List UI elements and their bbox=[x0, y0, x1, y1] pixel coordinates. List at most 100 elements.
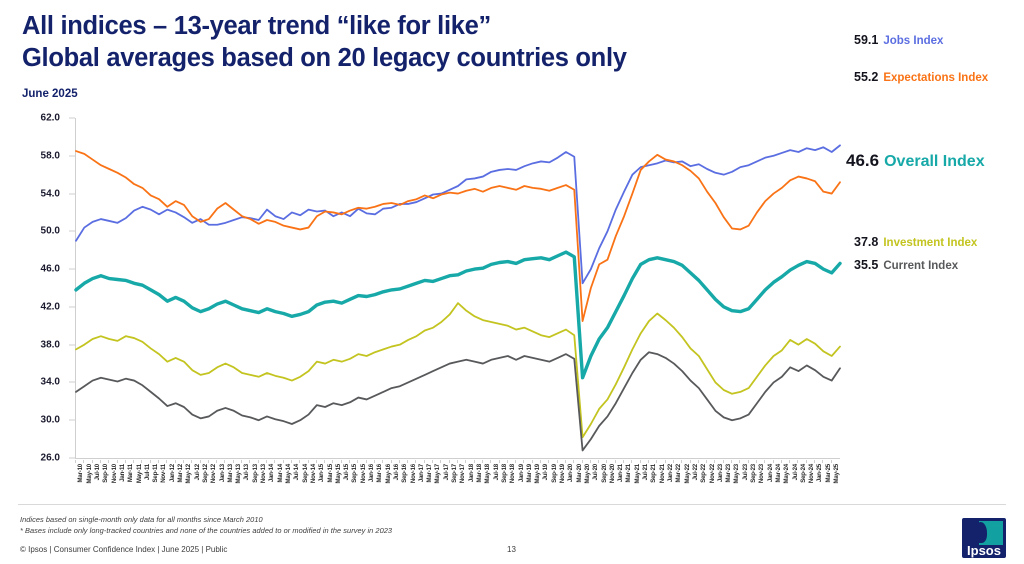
x-axis-tick bbox=[415, 460, 417, 463]
x-axis-tick-label: Nov-13 bbox=[260, 464, 268, 484]
logo-figure-accent bbox=[987, 524, 996, 541]
x-axis-tick-label: Sep-15 bbox=[351, 464, 359, 483]
x-axis-tick bbox=[357, 460, 359, 463]
x-axis-tick bbox=[448, 460, 450, 463]
x-axis-tick-label: Jul-19 bbox=[542, 464, 550, 481]
x-axis-tick bbox=[407, 460, 409, 463]
x-axis-tick bbox=[274, 460, 276, 463]
x-axis-tick-label: May-21 bbox=[633, 464, 641, 484]
x-axis-tick-label: Jan-13 bbox=[218, 464, 226, 483]
x-axis-tick-label: Mar-24 bbox=[774, 464, 782, 483]
x-axis-tick bbox=[648, 460, 649, 463]
series-line-overall-index bbox=[74, 250, 842, 380]
x-axis-tick-label: Sep-13 bbox=[251, 464, 259, 483]
x-axis-tick-label: Sep-12 bbox=[201, 464, 209, 483]
x-axis-tick bbox=[722, 460, 724, 463]
x-axis-tick bbox=[249, 460, 251, 463]
series-line-investment-index bbox=[75, 302, 841, 439]
x-axis-tick bbox=[290, 460, 292, 463]
x-axis-tick bbox=[515, 460, 517, 463]
x-axis-tick-label: Sep-22 bbox=[700, 464, 708, 483]
x-axis-tick bbox=[656, 460, 658, 463]
x-axis-tick-label: Sep-14 bbox=[301, 464, 309, 483]
x-axis-tick-label: Nov-11 bbox=[160, 464, 168, 483]
y-axis-tick-label: 34.0 bbox=[40, 376, 60, 388]
x-axis-tick-label: May-18 bbox=[484, 464, 492, 484]
x-axis-tick bbox=[307, 460, 309, 463]
x-axis-tick-label: Mar-16 bbox=[376, 464, 384, 483]
x-axis-tick bbox=[108, 460, 110, 463]
x-axis-tick bbox=[731, 460, 733, 463]
x-axis-line bbox=[75, 458, 840, 459]
page-title: All indices – 13-year trend “like for li… bbox=[22, 10, 922, 74]
x-axis-tick bbox=[780, 460, 782, 463]
x-axis-tick-label: May-14 bbox=[285, 464, 292, 484]
x-axis-tick bbox=[631, 460, 633, 463]
chart-series-svg bbox=[74, 144, 842, 452]
x-axis-tick-label: Sep-23 bbox=[750, 464, 758, 483]
y-axis-tick-label: 38.0 bbox=[40, 339, 60, 351]
x-axis-tick-label: Jan-19 bbox=[517, 464, 525, 483]
logo-wordmark: Ipsos bbox=[967, 543, 1001, 558]
legend-item-jobs-index: 59.1 Jobs Index bbox=[854, 33, 943, 47]
legend-item-expectations-index: 55.2 Expectations Index bbox=[854, 70, 988, 84]
x-axis-tick-label: Sep-20 bbox=[600, 464, 608, 483]
x-axis-tick bbox=[365, 460, 367, 463]
x-axis-tick-label: May-12 bbox=[185, 464, 193, 484]
x-axis-tick bbox=[133, 460, 135, 463]
x-axis-tick-label: May-23 bbox=[733, 464, 741, 484]
y-axis-tick bbox=[69, 381, 75, 383]
x-axis-tick-label: Jan-17 bbox=[417, 464, 425, 483]
x-axis-tick-label: Jul-22 bbox=[691, 464, 699, 481]
x-axis-tick-label: May-10 bbox=[85, 464, 93, 484]
x-axis-tick-label: Nov-24 bbox=[808, 464, 816, 484]
x-axis-tick bbox=[556, 460, 558, 463]
x-axis-tick-label: Jul-12 bbox=[193, 464, 201, 481]
legend-value: 59.1 bbox=[854, 33, 879, 48]
x-axis-tick-label: Jul-24 bbox=[791, 464, 799, 481]
title-line-1: All indices – 13-year trend “like for li… bbox=[22, 12, 491, 40]
x-axis-tick-label: May-20 bbox=[583, 464, 591, 484]
x-axis-tick-label: Jul-16 bbox=[392, 464, 400, 481]
x-axis-tick bbox=[432, 460, 434, 463]
x-axis-tick-label: Mar-22 bbox=[675, 464, 683, 483]
x-axis-tick-label: Mar-15 bbox=[326, 464, 334, 483]
x-axis-tick-label: Sep-21 bbox=[650, 464, 658, 483]
x-axis-tick bbox=[797, 460, 799, 463]
legend-value: 37.8 bbox=[854, 234, 879, 249]
x-axis-tick bbox=[639, 460, 641, 463]
x-axis-tick-label: May-24 bbox=[783, 464, 791, 484]
x-axis-tick bbox=[174, 460, 176, 463]
x-axis-tick-label: Jan-14 bbox=[268, 464, 276, 483]
x-axis-tick bbox=[398, 460, 400, 463]
x-axis-tick bbox=[830, 460, 832, 463]
x-axis-tick bbox=[241, 460, 243, 463]
legend-value: 55.2 bbox=[854, 70, 879, 85]
x-axis-tick bbox=[282, 460, 284, 463]
x-axis-tick-label: Nov-19 bbox=[559, 464, 567, 484]
x-axis-tick-label: Nov-20 bbox=[608, 464, 616, 484]
x-axis-tick-label: Jul-18 bbox=[492, 464, 500, 481]
x-axis-tick-label: Sep-17 bbox=[451, 464, 459, 483]
y-axis-tick-label: 50.0 bbox=[40, 225, 60, 237]
x-axis-tick bbox=[423, 460, 425, 463]
ipsos-logo: Ipsos bbox=[962, 518, 1006, 558]
x-axis-tick-label: Sep-24 bbox=[799, 464, 807, 483]
x-axis-tick-label: Jul-23 bbox=[741, 464, 749, 481]
x-axis-tick bbox=[257, 460, 259, 463]
x-axis-tick bbox=[739, 460, 741, 463]
x-axis-tick bbox=[697, 460, 699, 463]
x-axis-tick-label: Mar-19 bbox=[525, 464, 533, 483]
x-axis-tick-label: Mar-18 bbox=[476, 464, 483, 483]
x-axis-tick bbox=[498, 460, 500, 463]
x-axis-tick-label: Jan-24 bbox=[766, 464, 774, 483]
footer-divider bbox=[18, 504, 1006, 505]
x-axis-tick bbox=[465, 460, 467, 463]
x-axis-tick bbox=[390, 460, 392, 463]
x-axis-tick-label: Jan-25 bbox=[816, 464, 824, 483]
x-axis-tick-label: Jan-18 bbox=[467, 464, 475, 483]
footnote-2: * Bases include only long-tracked countr… bbox=[20, 526, 393, 535]
y-axis-tick bbox=[69, 117, 75, 119]
x-axis-tick-label: May-22 bbox=[683, 464, 691, 484]
x-axis-tick bbox=[116, 460, 118, 463]
